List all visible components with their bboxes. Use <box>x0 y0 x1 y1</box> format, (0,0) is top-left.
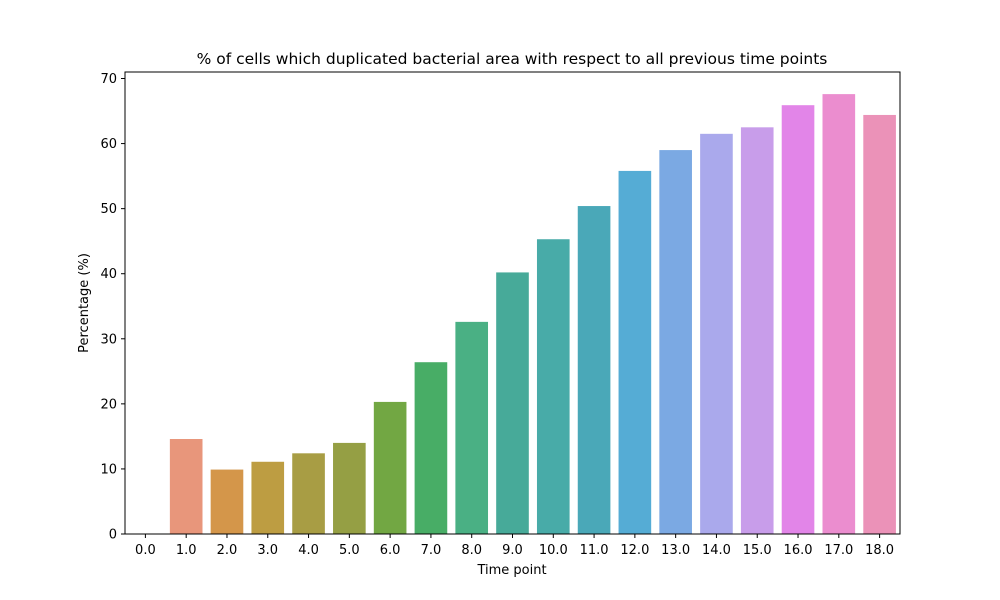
y-axis-label: Percentage (%) <box>77 253 92 353</box>
bar-16.0 <box>781 105 815 534</box>
x-tick-label: 16.0 <box>784 543 813 558</box>
x-tick-label: 5.0 <box>339 543 360 558</box>
bar-6.0 <box>373 401 407 534</box>
y-tick-label: 0 <box>109 528 117 543</box>
bar-8.0 <box>455 321 489 534</box>
bar-9.0 <box>496 272 529 534</box>
y-tick-label: 50 <box>100 202 117 217</box>
y-axis-ticks: 0 10 20 30 40 50 60 70 <box>100 72 125 543</box>
bar-12.0 <box>618 170 652 534</box>
x-tick-label: 17.0 <box>824 543 853 558</box>
x-tick-label: 15.0 <box>743 543 772 558</box>
x-tick-label: 14.0 <box>702 543 731 558</box>
bar-7.0 <box>414 362 448 534</box>
plot-frame <box>124 71 901 535</box>
x-tick-label: 7.0 <box>421 543 442 558</box>
x-tick-label: 4.0 <box>298 543 319 558</box>
x-tick-label: 6.0 <box>380 543 401 558</box>
y-tick-label: 60 <box>100 137 117 152</box>
bar-11.0 <box>577 206 611 535</box>
x-tick-label: 9.0 <box>502 543 523 558</box>
bar-2.0 <box>210 469 244 534</box>
x-tick-label: 1.0 <box>176 543 197 558</box>
x-tick-label: 12.0 <box>620 543 649 558</box>
bar-4.0 <box>292 453 325 534</box>
x-tick-label: 11.0 <box>580 543 609 558</box>
y-tick-label: 20 <box>100 397 117 412</box>
x-axis-label: Time point <box>476 563 546 578</box>
y-tick-label: 10 <box>100 462 117 477</box>
x-axis-ticks: 0.0 1.0 2.0 3.0 4.0 5.0 6.0 7.0 8.0 9.0 10.0 11.0 12… <box>135 534 894 558</box>
bars-group <box>169 94 896 535</box>
bar-5.0 <box>333 442 366 534</box>
y-tick-label: 40 <box>100 267 117 282</box>
chart-title: % of cells which duplicated bacterial ar… <box>197 50 828 68</box>
bar-3.0 <box>251 461 285 534</box>
x-tick-label: 3.0 <box>257 543 278 558</box>
x-tick-label: 8.0 <box>461 543 482 558</box>
x-tick-label: 10.0 <box>539 543 568 558</box>
bar-15.0 <box>740 127 774 534</box>
bar-10.0 <box>536 239 570 535</box>
bar-1.0 <box>169 439 203 534</box>
bar-18.0 <box>863 114 896 534</box>
bar-17.0 <box>822 94 856 535</box>
x-tick-label: 0.0 <box>135 543 156 558</box>
y-tick-label: 70 <box>100 72 117 87</box>
y-tick-label: 30 <box>100 332 117 347</box>
x-tick-label: 18.0 <box>865 543 894 558</box>
bar-13.0 <box>659 150 692 534</box>
x-tick-label: 2.0 <box>217 543 238 558</box>
x-tick-label: 13.0 <box>661 543 690 558</box>
bar-14.0 <box>700 133 733 534</box>
